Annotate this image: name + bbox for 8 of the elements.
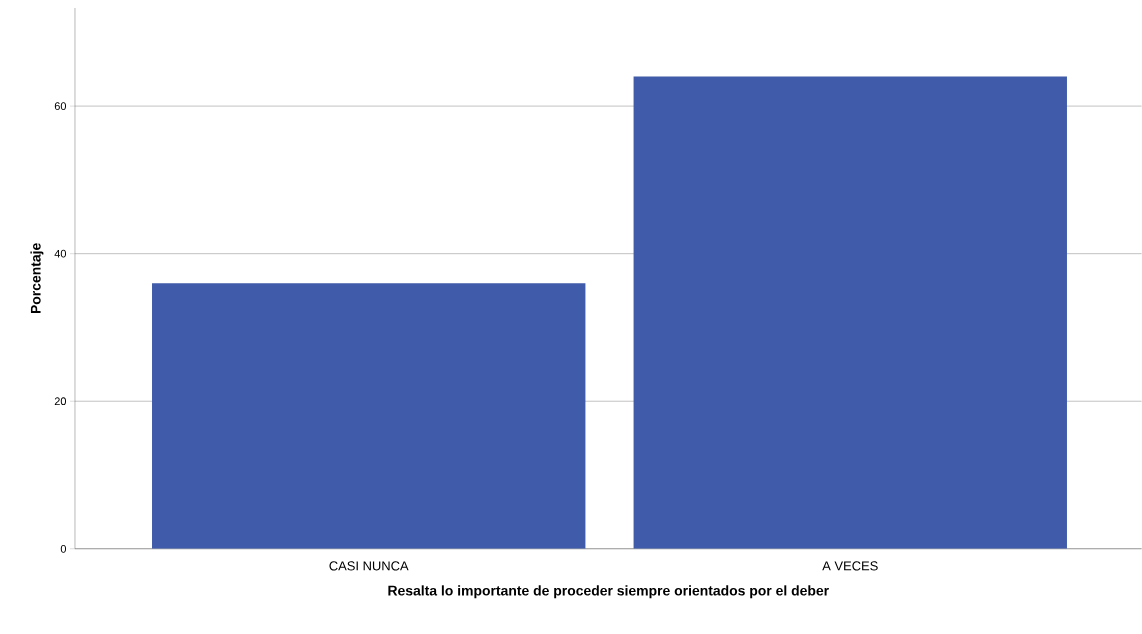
y-tick-label: 0 <box>60 545 67 553</box>
y-tick-label: 20 <box>54 397 67 406</box>
x-tick-label: A VECES <box>822 561 878 571</box>
x-axis-title: Resalta lo importante de proceder siempre orientados por el deber <box>388 585 829 599</box>
y-tick-label: 60 <box>54 102 67 111</box>
x-tick-label: CASI NUNCA <box>329 561 409 571</box>
y-tick-label: 40 <box>54 249 67 258</box>
y-axis-title: Porcentaje <box>30 243 44 314</box>
